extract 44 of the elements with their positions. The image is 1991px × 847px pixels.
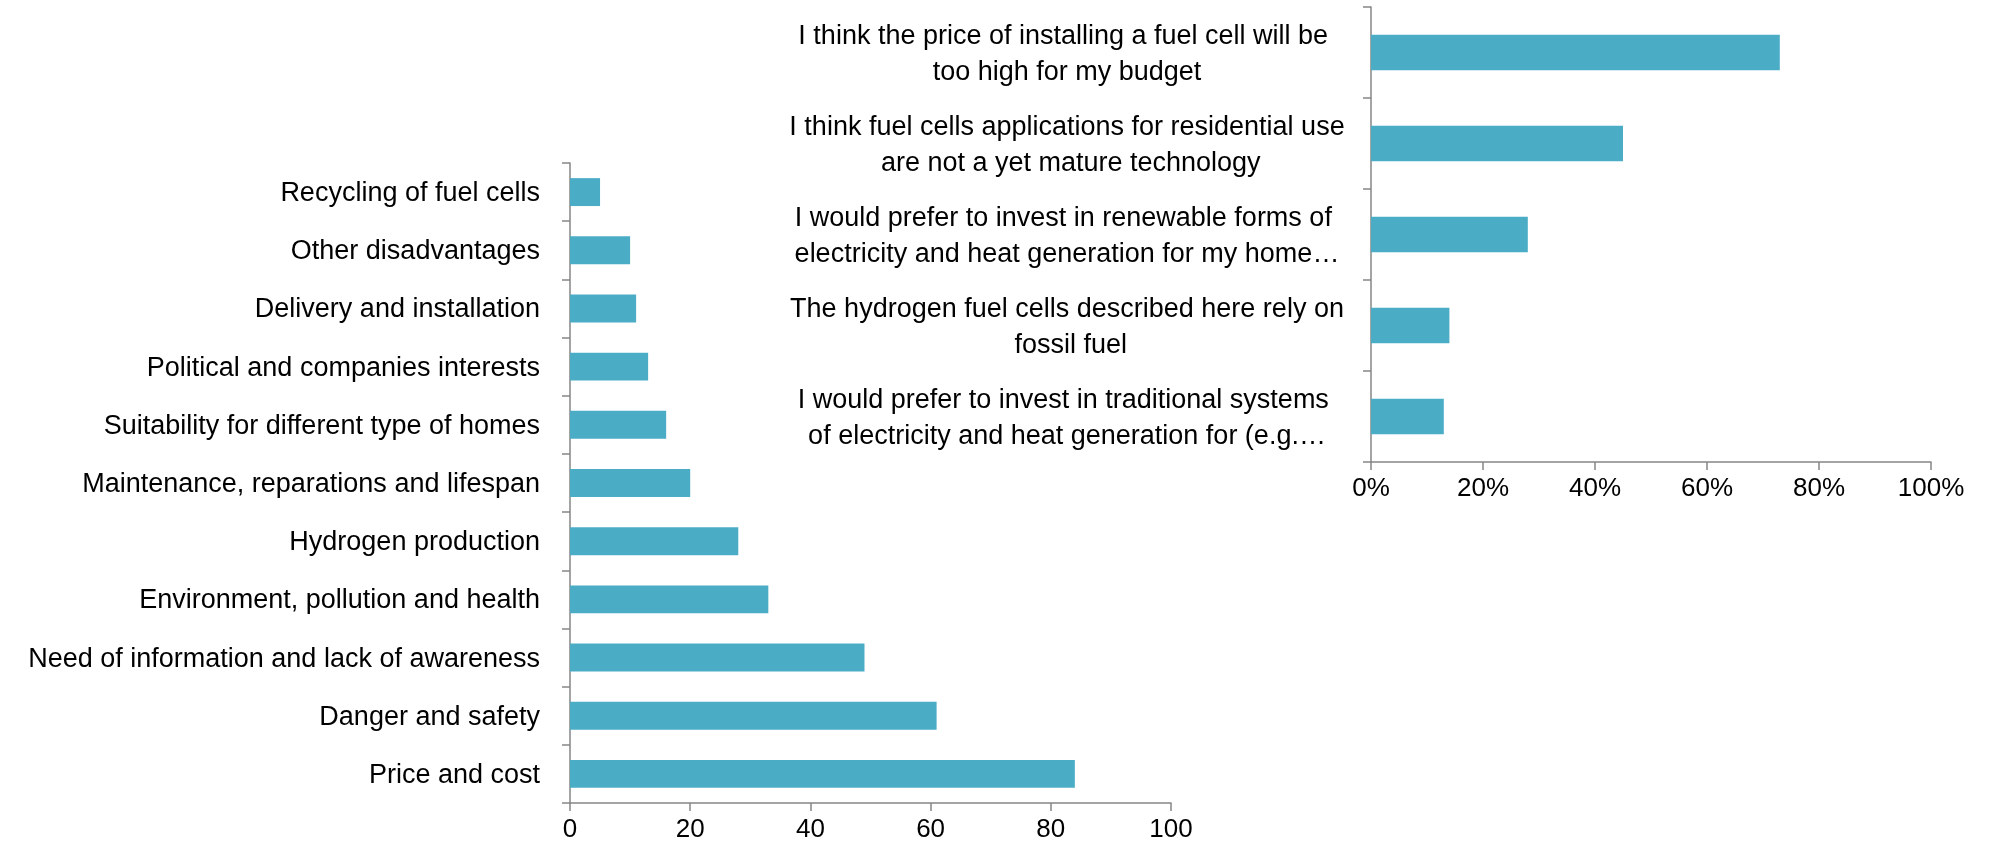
bar [570, 759, 1075, 788]
y-tick-label: Delivery and installation [254, 293, 540, 324]
x-tick-label: 40 [795, 813, 825, 843]
bar [1371, 34, 1780, 71]
bar [570, 469, 691, 497]
x-tick-label: 20 [675, 813, 705, 843]
bar [570, 352, 649, 381]
y-tick-label: The hydrogen fuel cells described here rely on fossil fuel [790, 292, 1344, 359]
x-tick-label: 80% [1792, 472, 1846, 502]
x-tick-label: 100% [1897, 472, 1965, 502]
bar [570, 410, 667, 439]
bar [570, 643, 865, 672]
y-tick-label: Price and cost [368, 758, 541, 789]
y-tick-label: I would prefer to invest in renewable forms of electricity and heat generation for my home… [794, 201, 1340, 268]
x-tick-label: 0 [562, 813, 578, 843]
bar [570, 178, 601, 207]
x-tick-label: 60 [916, 813, 946, 843]
y-tick-label: Recycling of fuel cells [280, 177, 540, 208]
y-tick-label: Political and companies interests [146, 351, 540, 382]
x-tick-label: 0% [1352, 472, 1390, 502]
bar [1371, 125, 1623, 162]
bar [1371, 307, 1450, 344]
y-tick-label: Suitability for different type of homes [103, 409, 540, 440]
bar [1371, 216, 1528, 253]
bar [570, 236, 631, 265]
bar [570, 294, 637, 323]
x-tick-label: 20% [1456, 472, 1510, 502]
y-tick-label: I think fuel cells applications for residential use are not a yet mature technology [789, 110, 1345, 177]
bar [1371, 398, 1444, 435]
y-tick-label: I would prefer to invest in traditional systems of electricity and heat generation for (e.g.… [797, 383, 1337, 450]
x-tick-label: 100 [1149, 813, 1193, 843]
bar [570, 527, 739, 556]
x-tick-label: 60% [1680, 472, 1734, 502]
y-tick-label: Maintenance, reparations and lifespan [82, 468, 540, 498]
y-tick-label: Environment, pollution and health [139, 584, 540, 615]
y-tick-label: I think the price of installing a fuel cell will be too high for my budget [798, 19, 1336, 86]
x-tick-label: 40% [1568, 472, 1622, 502]
y-tick-label: Hydrogen production [289, 526, 540, 557]
y-tick-label: Danger and safety [319, 700, 541, 731]
y-tick-label: Other disadvantages [290, 235, 540, 266]
y-tick-label: Need of information and lack of awareness [28, 642, 540, 673]
bar [570, 701, 937, 730]
x-tick-label: 80 [1036, 813, 1066, 843]
bar [570, 585, 769, 614]
